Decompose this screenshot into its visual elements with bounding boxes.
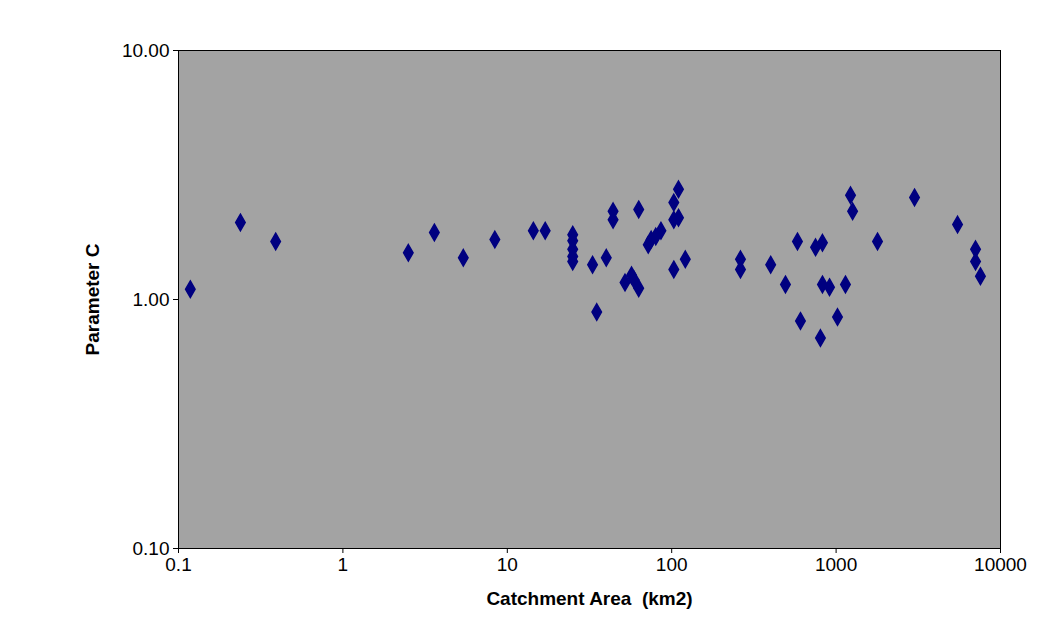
svg-text:1.00: 1.00 [133, 289, 170, 310]
svg-text:Parameter C: Parameter C [82, 243, 103, 355]
svg-text:100: 100 [656, 554, 688, 575]
svg-text:Catchment Area (km2): Catchment Area (km2) [486, 588, 692, 609]
svg-text:1000: 1000 [815, 554, 857, 575]
svg-text:0.1: 0.1 [165, 554, 191, 575]
svg-text:10000: 10000 [974, 554, 1027, 575]
svg-text:10: 10 [497, 554, 518, 575]
svg-text:0.10: 0.10 [133, 538, 170, 559]
svg-text:10.00: 10.00 [122, 40, 170, 61]
svg-text:1: 1 [338, 554, 349, 575]
